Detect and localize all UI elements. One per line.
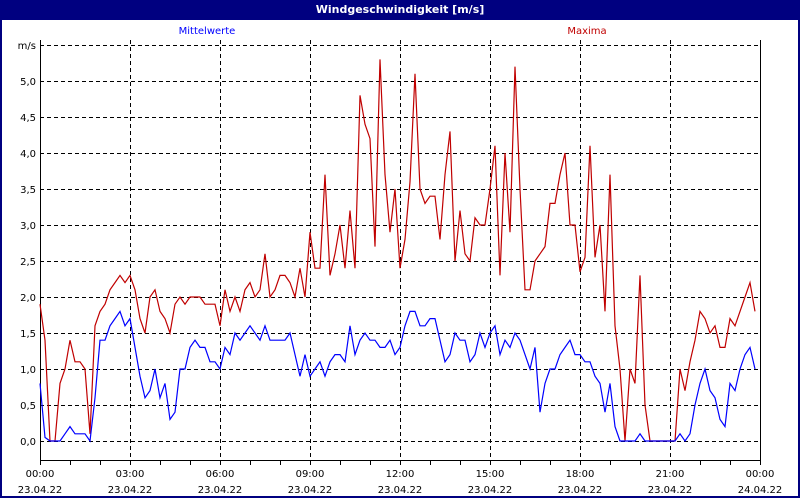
y-tick-label: 1,5 [20,329,36,340]
x-tick-date-label: 23.04.22 [288,485,333,496]
y-tick-label: 0,0 [20,437,36,448]
x-tick-time-label: 12:00 [386,469,415,480]
y-tick-label: 2,5 [20,257,36,268]
legend-maxima: Maxima [567,26,606,37]
legend-mittelwerte: Mittelwerte [179,26,236,37]
x-tick-time-label: 09:00 [296,469,325,480]
x-tick-time-label: 00:00 [26,469,55,480]
y-tick-label: 1,0 [20,365,36,376]
series-line-maxima [39,59,756,442]
x-tick-time-label: 18:00 [566,469,595,480]
x-tick-date-label: 23.04.22 [648,485,693,496]
x-tick-date-label: 23.04.22 [18,485,63,496]
x-tick-time-label: 21:00 [656,469,685,480]
y-tick-label: 2,0 [20,293,36,304]
series-line-mittelwerte [39,310,756,443]
x-tick-time-label: 00:00 [746,469,775,480]
x-tick-date-label: 23.04.22 [108,485,153,496]
x-tick-time-label: 03:00 [116,469,145,480]
x-tick-date-label: 24.04.22 [738,485,783,496]
x-tick-date-label: 23.04.22 [558,485,603,496]
x-tick-date-label: 23.04.22 [378,485,423,496]
x-tick-time-label: 06:00 [206,469,235,480]
y-tick-label: 3,0 [20,221,36,232]
x-tick-date-label: 23.04.22 [198,485,243,496]
y-tick-label: 0,5 [20,401,36,412]
x-tick-date-label: 23.04.22 [468,485,513,496]
y-tick-label: 3,5 [20,185,36,196]
y-tick-label: 4,5 [20,113,36,124]
x-tick-time-label: 15:00 [476,469,505,480]
y-axis-unit-label: m/s [18,41,36,52]
y-tick-label: 4,0 [20,149,36,160]
window-title: Windgeschwindigkeit [m/s] [0,0,800,20]
y-tick-label: 5,0 [20,77,36,88]
